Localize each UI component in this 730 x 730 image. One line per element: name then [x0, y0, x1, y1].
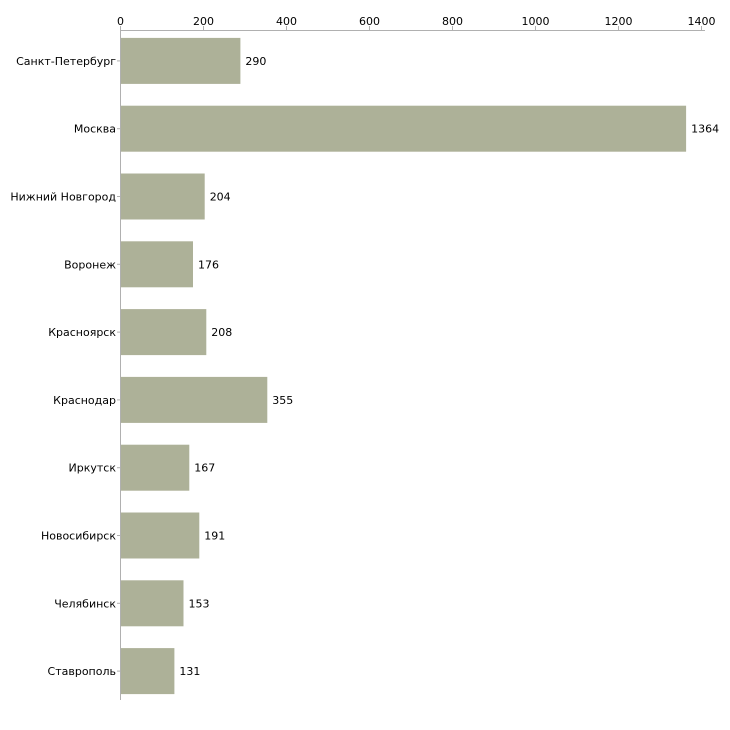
bar	[121, 173, 205, 220]
labels: Санкт-Петербург 290 Москва 1364 Нижний Новго…	[10, 55, 719, 678]
y-axis	[117, 30, 121, 700]
bar	[121, 105, 687, 152]
x-tick-label: 600	[359, 15, 380, 28]
value-label: 176	[198, 258, 219, 271]
bar	[121, 241, 193, 288]
category-label: Воронеж	[64, 258, 116, 271]
value-label: 153	[189, 597, 210, 610]
bar	[121, 512, 200, 559]
category-label: Челябинск	[54, 597, 116, 610]
bar	[121, 37, 241, 84]
x-tick-label: 200	[193, 15, 214, 28]
x-tick-label: 0	[117, 15, 124, 28]
bars	[121, 37, 687, 695]
value-label: 355	[272, 394, 293, 407]
category-label: Ставрополь	[48, 665, 116, 678]
value-label: 1364	[691, 123, 719, 136]
value-label: 204	[210, 191, 231, 204]
category-label: Краснодар	[53, 394, 116, 407]
category-label: Красноярск	[48, 326, 116, 339]
category-label: Санкт-Петербург	[16, 55, 116, 68]
value-label: 290	[245, 55, 266, 68]
category-label: Новосибирск	[41, 530, 116, 543]
bar	[121, 580, 184, 627]
value-label: 167	[194, 462, 215, 475]
x-tick-label: 400	[276, 15, 297, 28]
value-label: 191	[204, 530, 225, 543]
x-tick-label: 800	[442, 15, 463, 28]
bar	[121, 376, 268, 423]
value-label: 208	[211, 326, 232, 339]
x-tick-label: 1200	[605, 15, 633, 28]
x-tick-label: 1000	[522, 15, 550, 28]
bar	[121, 648, 175, 695]
x-tick-label: 1400	[688, 15, 716, 28]
x-axis: 0 200 400 600 800 1000 1200 1400	[117, 15, 716, 31]
value-label: 131	[179, 665, 200, 678]
bar	[121, 444, 190, 491]
category-label: Нижний Новгород	[10, 191, 116, 204]
category-label: Иркутск	[69, 462, 117, 475]
bar	[121, 309, 207, 356]
category-label: Москва	[74, 123, 116, 136]
